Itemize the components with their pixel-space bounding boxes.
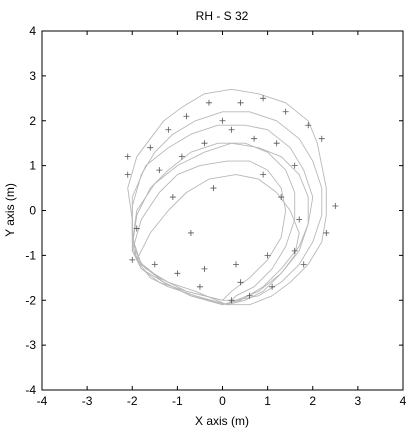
x-tick-label: 2 [309, 394, 316, 408]
plus-marker [278, 194, 285, 201]
x-axis-label: X axis (m) [195, 414, 249, 428]
plus-marker [237, 99, 244, 106]
plus-marker [300, 261, 307, 268]
y-tick-label: 2 [29, 114, 36, 128]
chart-title: RH - S 32 [196, 9, 249, 23]
x-tick-label: -2 [127, 394, 138, 408]
plus-marker [169, 194, 176, 201]
y-axis-label: Y axis (m) [3, 183, 17, 237]
plus-marker [233, 261, 240, 268]
plus-marker [264, 252, 271, 259]
marker-layer [124, 95, 339, 304]
y-tick-label: -3 [25, 338, 36, 352]
plus-marker [251, 135, 258, 142]
plot-area [41, 30, 404, 391]
plus-marker [305, 122, 312, 129]
plus-marker [178, 153, 185, 160]
series-line-7 [131, 142, 309, 306]
axis-layer: -4 -3 -2 -1 0 1 2 3 4 -4 -3 -2 -1 0 1 2 3 4 [25, 24, 406, 408]
series-line-6 [136, 174, 300, 306]
y-tick-label: 1 [29, 159, 36, 173]
plus-marker [228, 297, 235, 304]
plus-marker [156, 167, 163, 174]
plus-marker [291, 162, 298, 169]
plus-marker [260, 171, 267, 178]
y-tick-label: -4 [25, 383, 36, 397]
plus-marker [151, 261, 158, 268]
plus-marker [124, 171, 131, 178]
x-tick-label: 3 [355, 394, 362, 408]
x-tick-label: -4 [37, 394, 48, 408]
plus-marker [332, 203, 339, 210]
plus-marker [282, 108, 289, 115]
plus-marker [165, 126, 172, 133]
plus-marker [133, 225, 140, 232]
y-tick-label: 0 [29, 204, 36, 218]
plus-marker [318, 135, 325, 142]
plus-marker [174, 270, 181, 277]
y-tick-label: 3 [29, 69, 36, 83]
x-tick-label: 1 [264, 394, 271, 408]
plus-marker [296, 216, 303, 223]
plus-marker [291, 247, 298, 254]
plus-marker [269, 283, 276, 290]
plus-marker [260, 95, 267, 102]
series-line-2 [131, 111, 323, 306]
x-tick-label: 0 [219, 394, 226, 408]
plus-marker [124, 153, 131, 160]
y-tick-label: -1 [25, 248, 36, 262]
x-tick-label: 4 [400, 394, 407, 408]
plus-marker [219, 117, 226, 124]
plus-marker [183, 113, 190, 120]
x-tick-label: -3 [82, 394, 93, 408]
x-tick-label: -1 [172, 394, 183, 408]
plus-marker [201, 140, 208, 147]
plus-marker [228, 126, 235, 133]
plus-marker [201, 265, 208, 272]
plus-marker [147, 144, 154, 151]
series-line-5 [131, 160, 287, 301]
plus-marker [210, 185, 217, 192]
y-tick-label: 4 [29, 24, 36, 38]
y-tick-label: -2 [25, 293, 36, 307]
plus-marker [205, 99, 212, 106]
plus-marker [196, 283, 203, 290]
plus-marker [187, 229, 194, 236]
plus-marker [273, 140, 280, 147]
plus-marker [323, 229, 330, 236]
series-layer [127, 88, 327, 306]
plus-marker [237, 279, 244, 286]
plus-marker [246, 292, 253, 299]
plus-marker [129, 256, 136, 263]
